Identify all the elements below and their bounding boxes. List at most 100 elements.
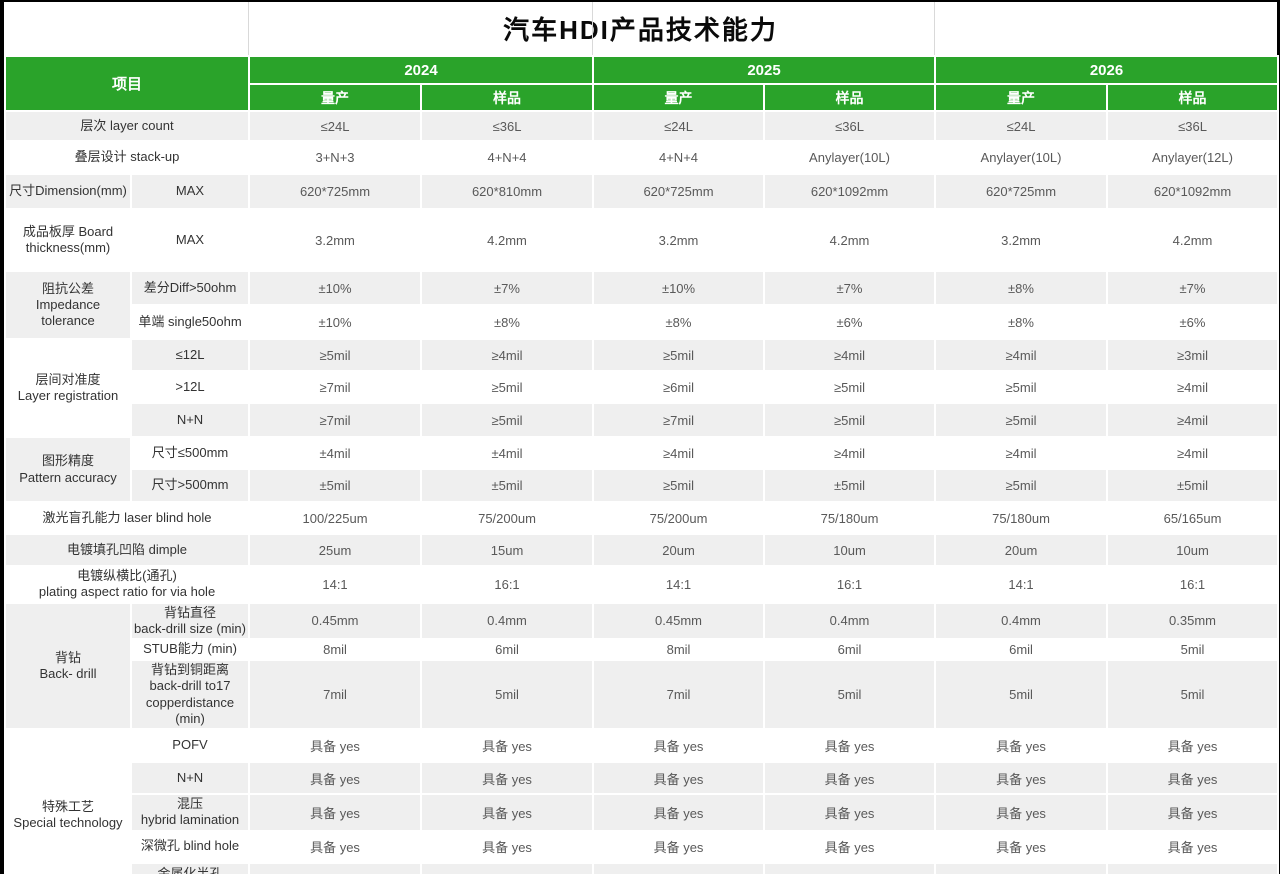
table-row: 层次 layer count ≤24L ≤36L ≤24L ≤36L ≤24L … [3, 110, 1280, 142]
row-label: 背钻到铜距离 back-drill to17 copperdistance (m… [129, 659, 251, 730]
value-cell: 20um [934, 533, 1109, 567]
year-header: 2026 [934, 55, 1280, 85]
value-cell: 具备 yes [1106, 829, 1280, 864]
value-cell: ≥5mil [763, 370, 937, 404]
row-label: 单端 single50ohm [129, 304, 251, 340]
value-cell: ≥4mil [420, 338, 595, 372]
value-cell: 0.45mm [248, 601, 423, 640]
value-cell: ≥4mil [934, 338, 1109, 372]
table-row: 阻抗公差 Impedance tolerance 差分Diff>50ohm ±1… [4, 270, 1280, 340]
year-header: 2025 [592, 55, 937, 85]
table-row: 尺寸Dimension(mm) MAX 620*725mm 620*810mm … [4, 173, 1280, 210]
row-label: 激光盲孔能力 laser blind hole [3, 501, 251, 535]
subcolumn-header: 量产 [592, 83, 766, 112]
value-cell: 0.45mm [592, 601, 766, 640]
value-cell: 75/200um [420, 501, 595, 535]
value-cell: 620*725mm [592, 173, 766, 210]
value-cell: ≥5mil [934, 402, 1109, 438]
subcolumn-header: 样品 [1106, 83, 1280, 112]
value-cell: 75/180um [934, 501, 1109, 535]
row-label: POFV [129, 728, 251, 763]
row-label: 叠层设计 stack-up [3, 140, 251, 175]
value-cell: ≥7mil [592, 402, 766, 438]
value-cell: ±7% [1106, 270, 1280, 306]
value-cell: 5mil [1106, 659, 1280, 730]
top-border-bar [0, 0, 1280, 2]
value-cell: ≥3mil [1106, 338, 1280, 372]
value-cell: 14:1 [934, 565, 1109, 604]
value-cell: ±5mil [763, 468, 937, 503]
group-label: 特殊工艺 Special technology [4, 728, 132, 874]
table-row: 图形精度 Pattern accuracy 尺寸≤500mm ±4mil ±4m… [4, 436, 1280, 503]
value-cell: 10um [763, 533, 937, 567]
value-cell: 16:1 [1106, 565, 1280, 604]
value-cell: 具备 yes [763, 793, 937, 832]
table-row: 特殊工艺 Special technology POFV 具备 yes 具备 y… [4, 728, 1280, 874]
value-cell: ≥4mil [934, 436, 1109, 470]
value-cell: ≥4mil [592, 436, 766, 470]
table-row: 项目 2024 2025 2026 [3, 55, 1280, 112]
value-cell: 具备 yes [592, 761, 766, 795]
value-cell: 具备 yes [420, 829, 595, 864]
value-cell: 4.2mm [1106, 208, 1280, 272]
year-header: 2024 [248, 55, 595, 85]
value-cell: ±5mil [248, 468, 423, 503]
value-cell: 具备 yes [1106, 793, 1280, 832]
value-cell: 具备 yes [248, 861, 423, 874]
value-cell: 14:1 [248, 565, 423, 604]
value-cell: 具备 yes [592, 793, 766, 832]
group-label: 图形精度 Pattern accuracy [4, 436, 132, 503]
table-row: >12L ≥7mil ≥5mil ≥6mil ≥5mil ≥5mil ≥4mil [5, 370, 1280, 404]
value-cell: 25um [248, 533, 423, 567]
value-cell: 75/200um [592, 501, 766, 535]
value-cell: 具备 yes [420, 728, 595, 763]
value-cell: ≥5mil [248, 338, 423, 372]
row-label: 层次 layer count [3, 110, 251, 142]
table-row: N+N 具备 yes 具备 yes 具备 yes 具备 yes 具备 yes 具… [5, 761, 1280, 795]
value-cell: 具备 yes [248, 829, 423, 864]
table-row: 电镀填孔凹陷 dimple 25um 15um 20um 10um 20um 1… [3, 533, 1280, 567]
value-cell: 具备 yes [934, 829, 1109, 864]
value-cell: 具备 yes [934, 861, 1109, 874]
value-cell: 具备 yes [763, 728, 937, 763]
value-cell: ±8% [592, 304, 766, 340]
table-row: N+N ≥7mil ≥5mil ≥7mil ≥5mil ≥5mil ≥4mil [5, 402, 1280, 438]
value-cell: ±10% [248, 304, 423, 340]
value-cell: 具备 yes [1106, 728, 1280, 763]
value-cell: 具备 yes [1106, 761, 1280, 795]
row-label: >12L [129, 370, 251, 404]
value-cell: ≥4mil [1106, 370, 1280, 404]
value-cell: 10um [1106, 533, 1280, 567]
row-label: N+N [129, 761, 251, 795]
group-label: 背钻 Back- drill [4, 601, 132, 730]
value-cell: ≥4mil [1106, 402, 1280, 438]
value-cell: 7mil [248, 659, 423, 730]
value-cell: ≥4mil [1106, 436, 1280, 470]
page-title: 汽车HDI产品技术能力 [503, 15, 778, 45]
value-cell: 具备 yes [1106, 861, 1280, 874]
group-label: 层间对准度 Layer registration [4, 338, 132, 438]
value-cell: ≥5mil [934, 370, 1109, 404]
value-cell: 5mil [934, 659, 1109, 730]
value-cell: 具备 yes [592, 861, 766, 874]
table-row: 金属化半孔 metallized half hole 具备 yes 具备 yes… [5, 861, 1280, 874]
value-cell: ≤24L [934, 110, 1109, 142]
value-cell: ≥5mil [934, 468, 1109, 503]
value-cell: 5mil [763, 659, 937, 730]
value-cell: ≥5mil [592, 338, 766, 372]
row-label: 电镀填孔凹陷 dimple [3, 533, 251, 567]
value-cell: 具备 yes [934, 761, 1109, 795]
row-label: MAX [129, 208, 251, 272]
value-cell: 3.2mm [248, 208, 423, 272]
value-cell: ≥6mil [592, 370, 766, 404]
row-label: 深微孔 blind hole [129, 829, 251, 864]
value-cell: 75/180um [763, 501, 937, 535]
value-cell: ±6% [1106, 304, 1280, 340]
subcolumn-header: 量产 [248, 83, 423, 112]
table-row: 尺寸>500mm ±5mil ±5mil ≥5mil ±5mil ≥5mil ±… [5, 468, 1280, 503]
title-column-divider [248, 2, 249, 55]
value-cell: 6mil [763, 638, 937, 661]
value-cell: 3.2mm [592, 208, 766, 272]
value-cell: ±10% [592, 270, 766, 306]
